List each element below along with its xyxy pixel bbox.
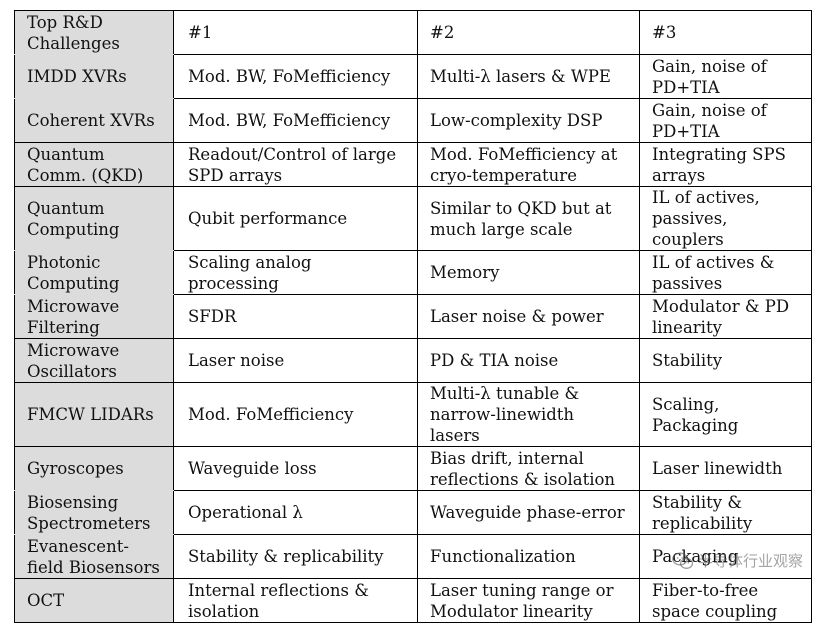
table-row: Biosensing Spectrometers Operational λ Wav…: [14, 490, 812, 535]
table-row: Quantum Computing Qubit performance Simila…: [14, 186, 812, 251]
table-row: Photonic Computing Scaling analog process…: [14, 250, 812, 295]
row-label: Quantum Computing: [14, 186, 174, 251]
challenge-2-cell: Multi-λ tunable & narrow-linewidth laser…: [417, 382, 640, 447]
table-row: Quantum Comm. (QKD) Readout/Control of la…: [14, 142, 812, 187]
challenge-1-cell: Stability & replicability: [173, 534, 418, 579]
challenge-3-cell: Laser linewidth: [639, 446, 812, 491]
table-row: Microwave Oscillators Laser noise PD & TIA…: [14, 338, 812, 383]
challenge-2-cell: Laser tuning range or Modulator linearit…: [417, 578, 640, 623]
table-row: Coherent XVRs Mod. BW, FoMefficiency Low-c…: [14, 98, 812, 143]
column-header-1: #1: [173, 10, 418, 55]
challenge-2-cell: Similar to QKD but at much large scale: [417, 186, 640, 251]
challenge-2-cell: Low-complexity DSP: [417, 98, 640, 143]
challenge-1-cell: Laser noise: [173, 338, 418, 383]
table-row: OCT Internal reflections & isolation Laser…: [14, 578, 812, 623]
challenge-3-cell: Packaging: [639, 534, 812, 579]
challenge-3-cell: Integrating SPS arrays: [639, 142, 812, 187]
row-label: Gyroscopes: [14, 446, 174, 491]
challenges-table: Top R&D Challenges #1 #2 #3 IMDD XVRs Mod…: [14, 10, 812, 623]
table-row: Evanescent-field Biosensors Stability & r…: [14, 534, 812, 579]
challenge-3-cell: Fiber-to-free space coupling: [639, 578, 812, 623]
challenge-2-cell: Memory: [417, 250, 640, 295]
table-row: FMCW LIDARs Mod. FoMefficiency Multi-λ tun…: [14, 382, 812, 447]
header-label: Top R&D Challenges: [14, 10, 174, 55]
row-label: Microwave Filtering: [14, 294, 174, 339]
challenge-1-cell: Operational λ: [173, 490, 418, 535]
challenge-1-cell: SFDR: [173, 294, 418, 339]
challenges-table-wrapper: Top R&D Challenges #1 #2 #3 IMDD XVRs Mod…: [14, 10, 812, 623]
challenge-1-cell: Waveguide loss: [173, 446, 418, 491]
table-body: Top R&D Challenges #1 #2 #3 IMDD XVRs Mod…: [14, 10, 812, 623]
challenge-1-cell: Scaling analog processing: [173, 250, 418, 295]
challenge-3-cell: IL of actives & passives: [639, 250, 812, 295]
row-label: Coherent XVRs: [14, 98, 174, 143]
row-label: Microwave Oscillators: [14, 338, 174, 383]
row-label: IMDD XVRs: [14, 54, 174, 99]
challenge-3-cell: Gain, noise of PD+TIA: [639, 98, 812, 143]
table-row: IMDD XVRs Mod. BW, FoMefficiency Multi-λ l…: [14, 54, 812, 99]
row-label: Photonic Computing: [14, 250, 174, 295]
column-header-2: #2: [417, 10, 640, 55]
row-label: Evanescent-field Biosensors: [14, 534, 174, 579]
challenge-1-cell: Mod. BW, FoMefficiency: [173, 98, 418, 143]
challenge-3-cell: Gain, noise of PD+TIA: [639, 54, 812, 99]
challenge-2-cell: PD & TIA noise: [417, 338, 640, 383]
table-row: Microwave Filtering SFDR Laser noise & pow…: [14, 294, 812, 339]
challenge-3-cell: IL of actives, passives, couplers: [639, 186, 812, 251]
challenge-1-cell: Mod. FoMefficiency: [173, 382, 418, 447]
row-label: Quantum Comm. (QKD): [14, 142, 174, 187]
challenge-1-cell: Mod. BW, FoMefficiency: [173, 54, 418, 99]
row-label: Biosensing Spectrometers: [14, 490, 174, 535]
column-header-3: #3: [639, 10, 812, 55]
table-row: Gyroscopes Waveguide loss Bias drift, inte…: [14, 446, 812, 491]
row-label: OCT: [14, 578, 174, 623]
challenge-2-cell: Waveguide phase-error: [417, 490, 640, 535]
header-row: Top R&D Challenges #1 #2 #3: [14, 10, 812, 55]
challenge-2-cell: Laser noise & power: [417, 294, 640, 339]
challenge-2-cell: Bias drift, internal reflections & isola…: [417, 446, 640, 491]
challenge-3-cell: Scaling, Packaging: [639, 382, 812, 447]
challenge-1-cell: Qubit performance: [173, 186, 418, 251]
challenge-1-cell: Internal reflections & isolation: [173, 578, 418, 623]
challenge-2-cell: Mod. FoMefficiency at cryo-temperature: [417, 142, 640, 187]
row-label: FMCW LIDARs: [14, 382, 174, 447]
challenge-3-cell: Stability: [639, 338, 812, 383]
challenge-3-cell: Stability & replicability: [639, 490, 812, 535]
challenge-1-cell: Readout/Control of large SPD arrays: [173, 142, 418, 187]
challenge-2-cell: Functionalization: [417, 534, 640, 579]
challenge-2-cell: Multi-λ lasers & WPE: [417, 54, 640, 99]
challenge-3-cell: Modulator & PD linearity: [639, 294, 812, 339]
